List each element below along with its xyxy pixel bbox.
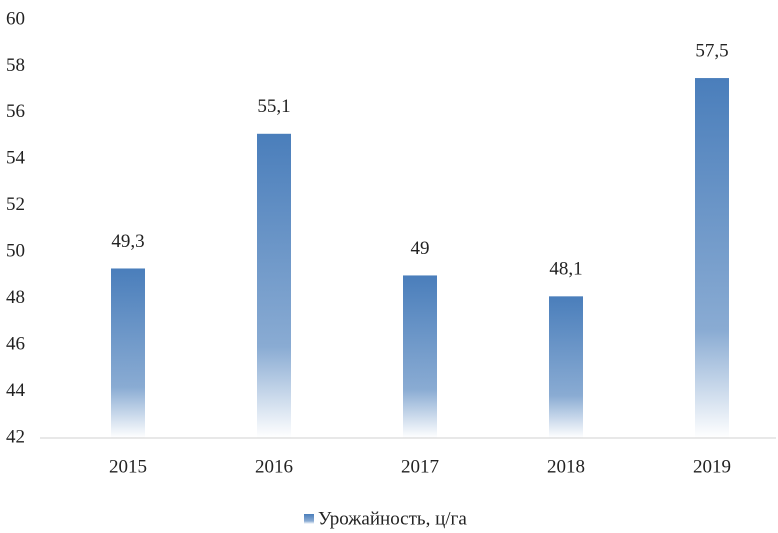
bar <box>403 275 437 438</box>
y-tick-label: 60 <box>6 8 25 29</box>
bar <box>257 133 291 439</box>
legend-swatch <box>304 514 314 524</box>
bar <box>695 78 729 439</box>
y-tick-label: 44 <box>6 380 26 401</box>
y-tick-label: 56 <box>6 101 25 122</box>
x-tick-label: 2019 <box>693 456 731 477</box>
x-tick-label: 2018 <box>547 456 585 477</box>
x-tick-label: 2015 <box>109 456 147 477</box>
y-tick-label: 52 <box>6 194 25 215</box>
value-label: 55,1 <box>257 96 290 117</box>
x-tick-label: 2017 <box>401 456 439 477</box>
legend-label: Урожайность, ц/га <box>318 508 467 529</box>
y-tick-label: 50 <box>6 241 25 262</box>
y-tick-label: 54 <box>6 148 26 169</box>
value-label: 49 <box>411 238 430 259</box>
y-tick-label: 42 <box>6 426 25 447</box>
y-tick-label: 58 <box>6 55 25 76</box>
bar <box>111 268 145 438</box>
value-label: 57,5 <box>695 40 728 61</box>
value-label: 49,3 <box>111 231 144 252</box>
y-tick-label: 48 <box>6 287 25 308</box>
x-tick-label: 2016 <box>255 456 293 477</box>
value-label: 48,1 <box>549 259 582 280</box>
y-tick-label: 46 <box>6 333 25 354</box>
bar <box>549 296 583 438</box>
